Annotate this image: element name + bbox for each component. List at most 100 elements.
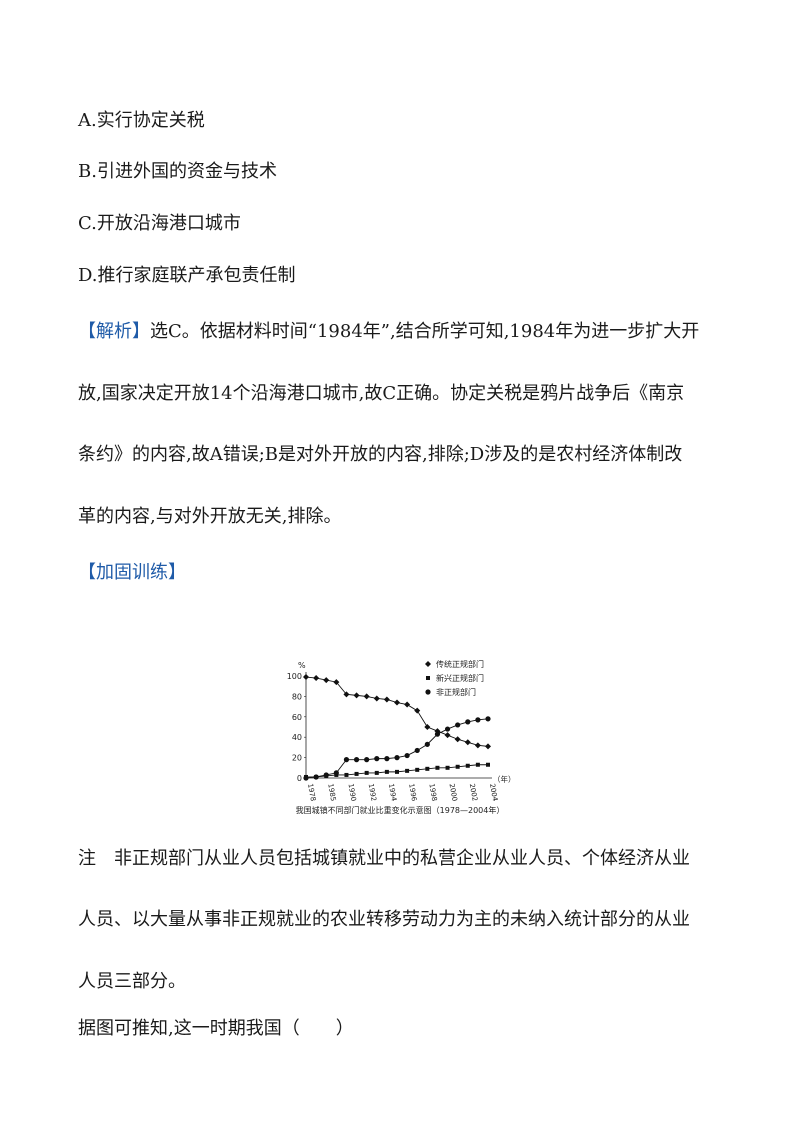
- data-point: [333, 679, 340, 686]
- data-point: [323, 677, 330, 684]
- data-point: [444, 732, 451, 739]
- data-point: [445, 765, 450, 770]
- series-3: [303, 716, 491, 781]
- option-a: A.实行协定关税: [78, 110, 205, 131]
- y-axis-label: %: [298, 661, 306, 670]
- x-tick-label: 2000: [448, 783, 459, 802]
- data-point: [303, 674, 309, 681]
- data-point: [485, 716, 491, 722]
- data-point: [383, 696, 390, 703]
- data-point: [414, 747, 420, 754]
- question-stem: 据图可推知,这一时期我国（ ）: [78, 1018, 354, 1039]
- x-tick-label: 1992: [367, 783, 378, 802]
- x-tick-label: 1996: [407, 783, 418, 802]
- data-point: [485, 743, 491, 750]
- x-tick-label: 1990: [346, 783, 357, 802]
- analysis-line-4: 革的内容,与对外开放无关,排除。: [78, 506, 342, 527]
- legend-marker: [426, 676, 430, 680]
- legend-label: 传统正规部门: [436, 659, 484, 669]
- legend-marker: [425, 689, 431, 695]
- y-tick-label: 0: [297, 774, 302, 783]
- data-point: [394, 755, 400, 761]
- y-tick-label: 20: [292, 754, 302, 763]
- data-point: [464, 739, 471, 746]
- data-point: [415, 767, 420, 772]
- data-point: [374, 756, 380, 762]
- data-point: [384, 769, 389, 774]
- y-tick-label: 60: [292, 713, 302, 722]
- data-point: [363, 693, 370, 700]
- data-point: [364, 770, 369, 775]
- y-tick-label: 40: [292, 733, 302, 742]
- data-point: [313, 675, 320, 682]
- data-point: [414, 707, 421, 714]
- x-tick-label: 2002: [468, 783, 479, 802]
- data-point: [353, 757, 360, 763]
- analysis-line-1: 【解析】选C。依据材料时间“1984年”,结合所学可知,1984年为进一步扩大开: [78, 320, 699, 344]
- note-line-3: 人员三部分。: [78, 971, 186, 992]
- data-point: [353, 692, 360, 699]
- chart-series: [303, 674, 491, 781]
- data-point: [444, 726, 451, 732]
- data-point: [424, 741, 430, 747]
- data-point: [404, 701, 411, 708]
- employment-chart: % 0 20 40 60 80 100 1978 1985 1990 1992 1994 1996 199…: [287, 659, 516, 815]
- data-point: [303, 775, 309, 781]
- data-point: [455, 722, 461, 728]
- data-point: [394, 699, 400, 706]
- data-point: [475, 762, 480, 767]
- data-point: [465, 719, 471, 725]
- data-point: [405, 768, 410, 773]
- data-point: [455, 764, 460, 769]
- legend-label: 非正规部门: [436, 687, 476, 697]
- data-point: [354, 771, 359, 776]
- data-point: [364, 757, 370, 763]
- x-tick-label: 1985: [326, 783, 337, 802]
- data-point: [475, 717, 481, 723]
- option-c: C.开放沿海港口城市: [78, 213, 241, 234]
- section-title: 【加固训练】: [78, 562, 186, 583]
- data-point: [454, 736, 461, 743]
- data-point: [465, 763, 470, 768]
- data-point: [486, 762, 490, 767]
- data-point: [474, 742, 481, 749]
- data-point: [313, 774, 319, 780]
- legend-label: 新兴正规部门: [436, 673, 484, 683]
- data-point: [425, 766, 430, 771]
- legend-marker: [425, 661, 431, 667]
- x-tick-label: 1994: [387, 783, 398, 802]
- data-point: [395, 769, 399, 774]
- data-point: [424, 724, 431, 730]
- chart-caption: 我国城镇不同部门就业比重变化示意图（1978—2004年）: [296, 805, 505, 815]
- series-2: [304, 762, 490, 779]
- data-point: [343, 757, 350, 763]
- series-line: [305, 718, 489, 779]
- data-point: [404, 752, 410, 759]
- analysis-line-3: 条约》的内容,故A错误;B是对外开放的内容,排除;D涉及的是农村经济体制改: [78, 444, 683, 465]
- data-point: [344, 772, 349, 777]
- note-line-1: 注 非正规部门从业人员包括城镇就业中的私营企业从业人员、个体经济从业: [78, 848, 690, 869]
- x-tick-label: 1998: [427, 783, 438, 802]
- y-tick-label: 80: [292, 692, 302, 701]
- y-tick-label: 100: [287, 672, 302, 681]
- analysis-line-2: 放,国家决定开放14个沿海港口城市,故C正确。协定关税是鸦片战争后《南京: [78, 383, 685, 404]
- data-point: [434, 731, 441, 737]
- analysis-text-1: 选C。依据材料时间“1984年”,结合所学可知,1984年为进一步扩大开: [150, 321, 700, 342]
- x-tick-label: 2004: [488, 783, 499, 802]
- data-point: [435, 765, 440, 770]
- data-point: [374, 770, 379, 775]
- x-tick-label: 1978: [306, 783, 317, 802]
- data-point: [373, 695, 380, 702]
- chart-axes: % 0 20 40 60 80 100 1978 1985 1990 1992 1994 1996 199…: [287, 661, 516, 802]
- data-point: [333, 770, 339, 776]
- data-point: [343, 691, 350, 698]
- x-axis-unit: （年）: [493, 774, 516, 784]
- option-b: B.引进外国的资金与技术: [78, 161, 277, 182]
- series-1: [303, 674, 491, 750]
- analysis-tag: 【解析】: [78, 321, 150, 342]
- data-point: [323, 772, 329, 778]
- option-d: D.推行家庭联产承包责任制: [78, 265, 296, 286]
- data-point: [384, 756, 390, 762]
- note-line-2: 人员、以大量从事非正规就业的农业转移劳动力为主的未纳入统计部分的从业: [78, 909, 690, 930]
